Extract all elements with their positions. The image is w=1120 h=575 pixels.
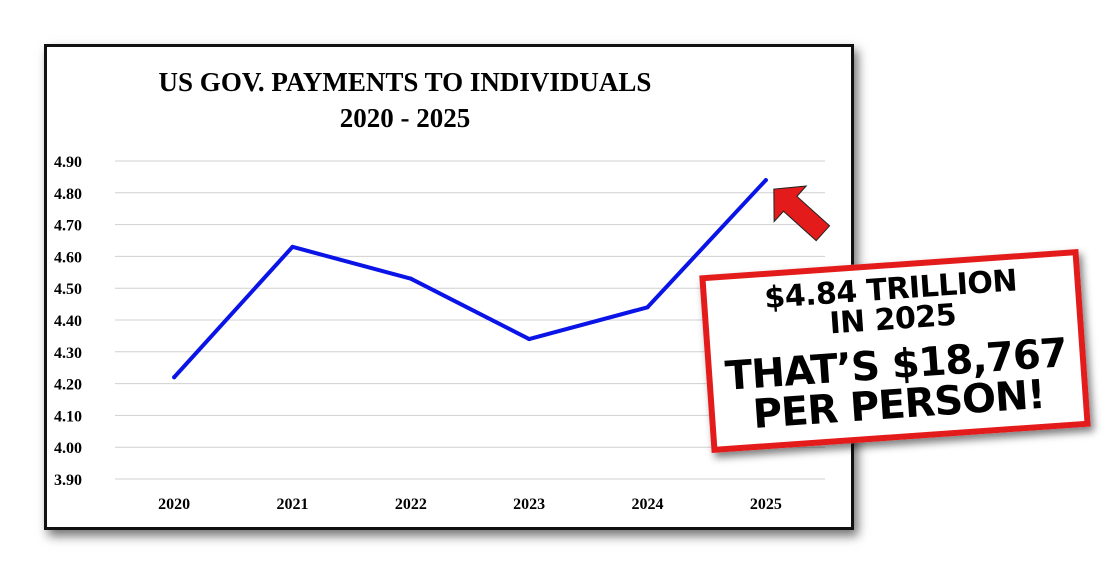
- x-tick-label: 2025: [750, 496, 782, 513]
- y-tick-label: 4.30: [54, 345, 82, 362]
- data-point: [408, 276, 413, 281]
- y-tick-label: 4.80: [54, 186, 82, 203]
- y-tick-label: 4.60: [54, 249, 82, 266]
- data-point: [527, 337, 532, 342]
- x-tick-label: 2022: [395, 496, 427, 513]
- series-line: [172, 178, 768, 380]
- x-tick-label: 2020: [158, 496, 190, 513]
- chart-title: US GOV. PAYMENTS TO INDIVIDUALS: [158, 67, 652, 97]
- x-tick-label: 2023: [513, 496, 545, 513]
- callout-box: $4.84 TRILLION IN 2025 THAT’S $18,767 PE…: [699, 248, 1091, 454]
- data-point: [290, 244, 295, 249]
- data-point: [172, 375, 177, 380]
- data-point: [645, 305, 650, 310]
- y-tick-label: 4.50: [54, 281, 82, 298]
- y-tick-label: 4.10: [54, 408, 82, 425]
- x-tick-label: 2021: [277, 496, 309, 513]
- y-tick-label: 4.20: [54, 377, 82, 394]
- chart-subtitle: 2020 - 2025: [339, 103, 471, 133]
- y-tick-label: 4.40: [54, 313, 82, 330]
- y-tick-label: 4.70: [54, 218, 82, 235]
- data-point: [763, 178, 768, 183]
- x-tick-label: 2024: [632, 496, 664, 513]
- y-tick-label: 3.90: [54, 472, 82, 489]
- arrow-shape: [773, 185, 831, 242]
- arrow-up-left-icon: [773, 185, 831, 242]
- y-tick-label: 4.00: [54, 440, 82, 457]
- y-tick-label: 4.90: [54, 154, 82, 171]
